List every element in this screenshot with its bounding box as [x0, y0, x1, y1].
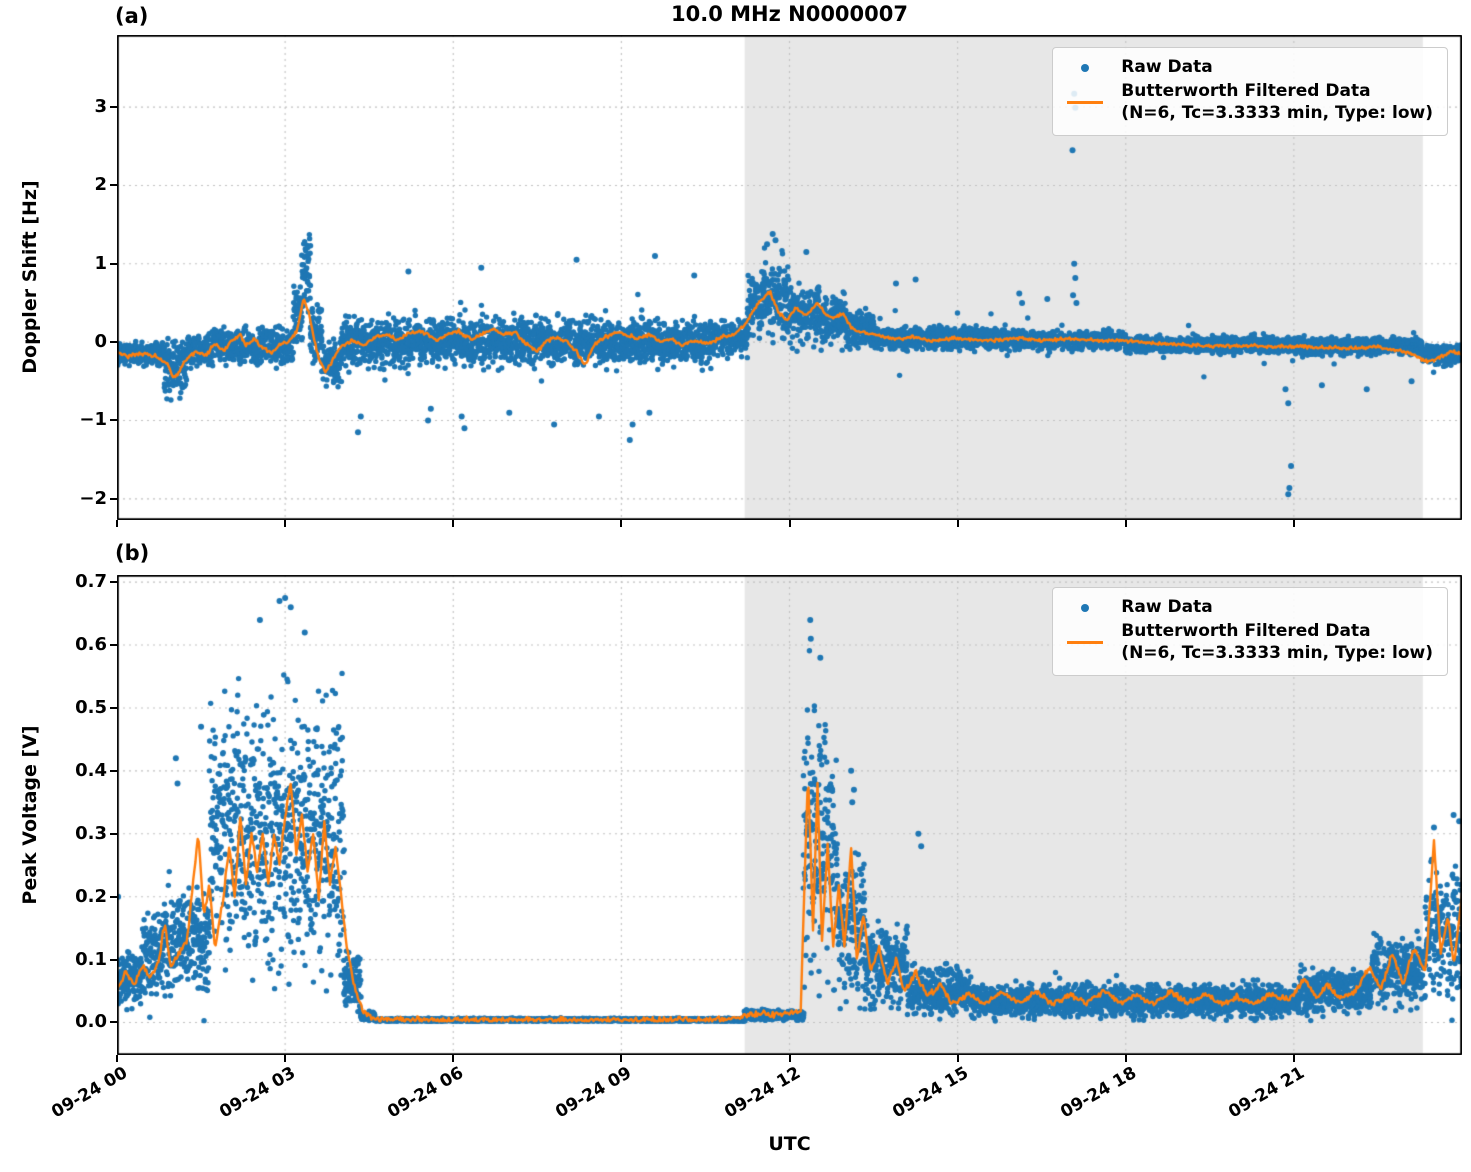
x-tick-mark	[1292, 1055, 1295, 1062]
x-tick-mark	[1124, 1055, 1127, 1062]
y-tick-mark	[110, 958, 117, 961]
x-tick-mark	[620, 1055, 623, 1062]
voltage-y-axis-label: Peak Voltage [V]	[19, 725, 41, 905]
x-tick-mark	[452, 1055, 455, 1062]
voltage-ytick-label: 0.2	[75, 885, 107, 907]
x-tick-mark	[620, 520, 623, 527]
y-tick-mark	[110, 419, 117, 422]
raw-data-marker-icon	[1081, 603, 1090, 612]
legend-filtered-sublabel: (N=6, Tc=3.3333 min, Type: low)	[1121, 102, 1433, 123]
x-tick-mark	[1124, 520, 1127, 527]
voltage-ytick-label: 0.4	[75, 759, 107, 781]
x-tick-mark	[956, 520, 959, 527]
x-tick-mark	[284, 1055, 287, 1062]
voltage-ytick-label: 0.6	[75, 634, 107, 656]
x-tick-mark	[116, 520, 118, 527]
legend-item-raw: Raw Data	[1062, 57, 1433, 79]
utc-axis-label: UTC	[768, 1133, 811, 1155]
doppler-ytick-label: 1	[94, 252, 107, 274]
voltage-ytick-label: 0.0	[75, 1011, 107, 1033]
y-tick-mark	[110, 184, 117, 187]
voltage-ytick-label: 0.7	[75, 571, 107, 593]
x-tick-mark	[788, 1055, 791, 1062]
y-tick-mark	[110, 832, 117, 835]
filtered-line-marker-icon	[1067, 101, 1104, 104]
legend-raw-label: Raw Data	[1121, 57, 1213, 77]
voltage-ytick-label: 0.3	[75, 822, 107, 844]
legend-raw-label: Raw Data	[1121, 597, 1213, 617]
legend-item-filtered: Butterworth Filtered Data (N=6, Tc=3.333…	[1062, 621, 1433, 665]
y-tick-mark	[110, 769, 117, 772]
doppler-ytick-label: 2	[94, 174, 107, 196]
legend-item-filtered: Butterworth Filtered Data (N=6, Tc=3.333…	[1062, 81, 1433, 125]
doppler-ytick-label: 3	[94, 96, 107, 118]
doppler-y-axis-label: Doppler Shift [Hz]	[19, 180, 41, 374]
doppler-ytick-label: 0	[94, 331, 107, 353]
legend-filtered-sublabel: (N=6, Tc=3.3333 min, Type: low)	[1121, 642, 1433, 663]
y-tick-mark	[110, 706, 117, 709]
x-tick-mark	[452, 520, 455, 527]
x-tick-mark	[788, 520, 791, 527]
legend-panel-a: Raw Data Butterworth Filtered Data (N=6,…	[1052, 47, 1448, 137]
raw-data-marker-icon	[1081, 63, 1090, 72]
x-tick-mark	[284, 520, 287, 527]
y-tick-mark	[110, 497, 117, 500]
y-tick-mark	[110, 644, 117, 647]
voltage-ytick-label: 0.1	[75, 948, 107, 970]
legend-panel-b: Raw Data Butterworth Filtered Data (N=6,…	[1052, 587, 1448, 677]
panel-a-label: (a)	[115, 4, 149, 28]
y-tick-mark	[110, 341, 117, 344]
voltage-ytick-label: 0.5	[75, 696, 107, 718]
filtered-line-marker-icon	[1067, 641, 1104, 644]
doppler-ytick-label: −2	[79, 487, 107, 509]
y-tick-mark	[110, 895, 117, 898]
y-tick-mark	[110, 106, 117, 109]
x-tick-label: 09-24 00	[48, 1063, 131, 1123]
x-tick-mark	[1292, 520, 1295, 527]
legend-filtered-label: Butterworth Filtered Data	[1121, 620, 1371, 641]
legend-item-raw: Raw Data	[1062, 597, 1433, 619]
y-tick-mark	[110, 1021, 117, 1024]
x-tick-mark	[116, 1055, 118, 1062]
panel-b-label: (b)	[115, 541, 150, 565]
y-tick-mark	[110, 581, 117, 584]
y-tick-mark	[110, 262, 117, 265]
x-tick-mark	[956, 1055, 959, 1062]
doppler-ytick-label: −1	[79, 409, 107, 431]
figure-title: 10.0 MHz N0000007	[671, 2, 908, 26]
legend-filtered-label: Butterworth Filtered Data	[1121, 80, 1371, 101]
